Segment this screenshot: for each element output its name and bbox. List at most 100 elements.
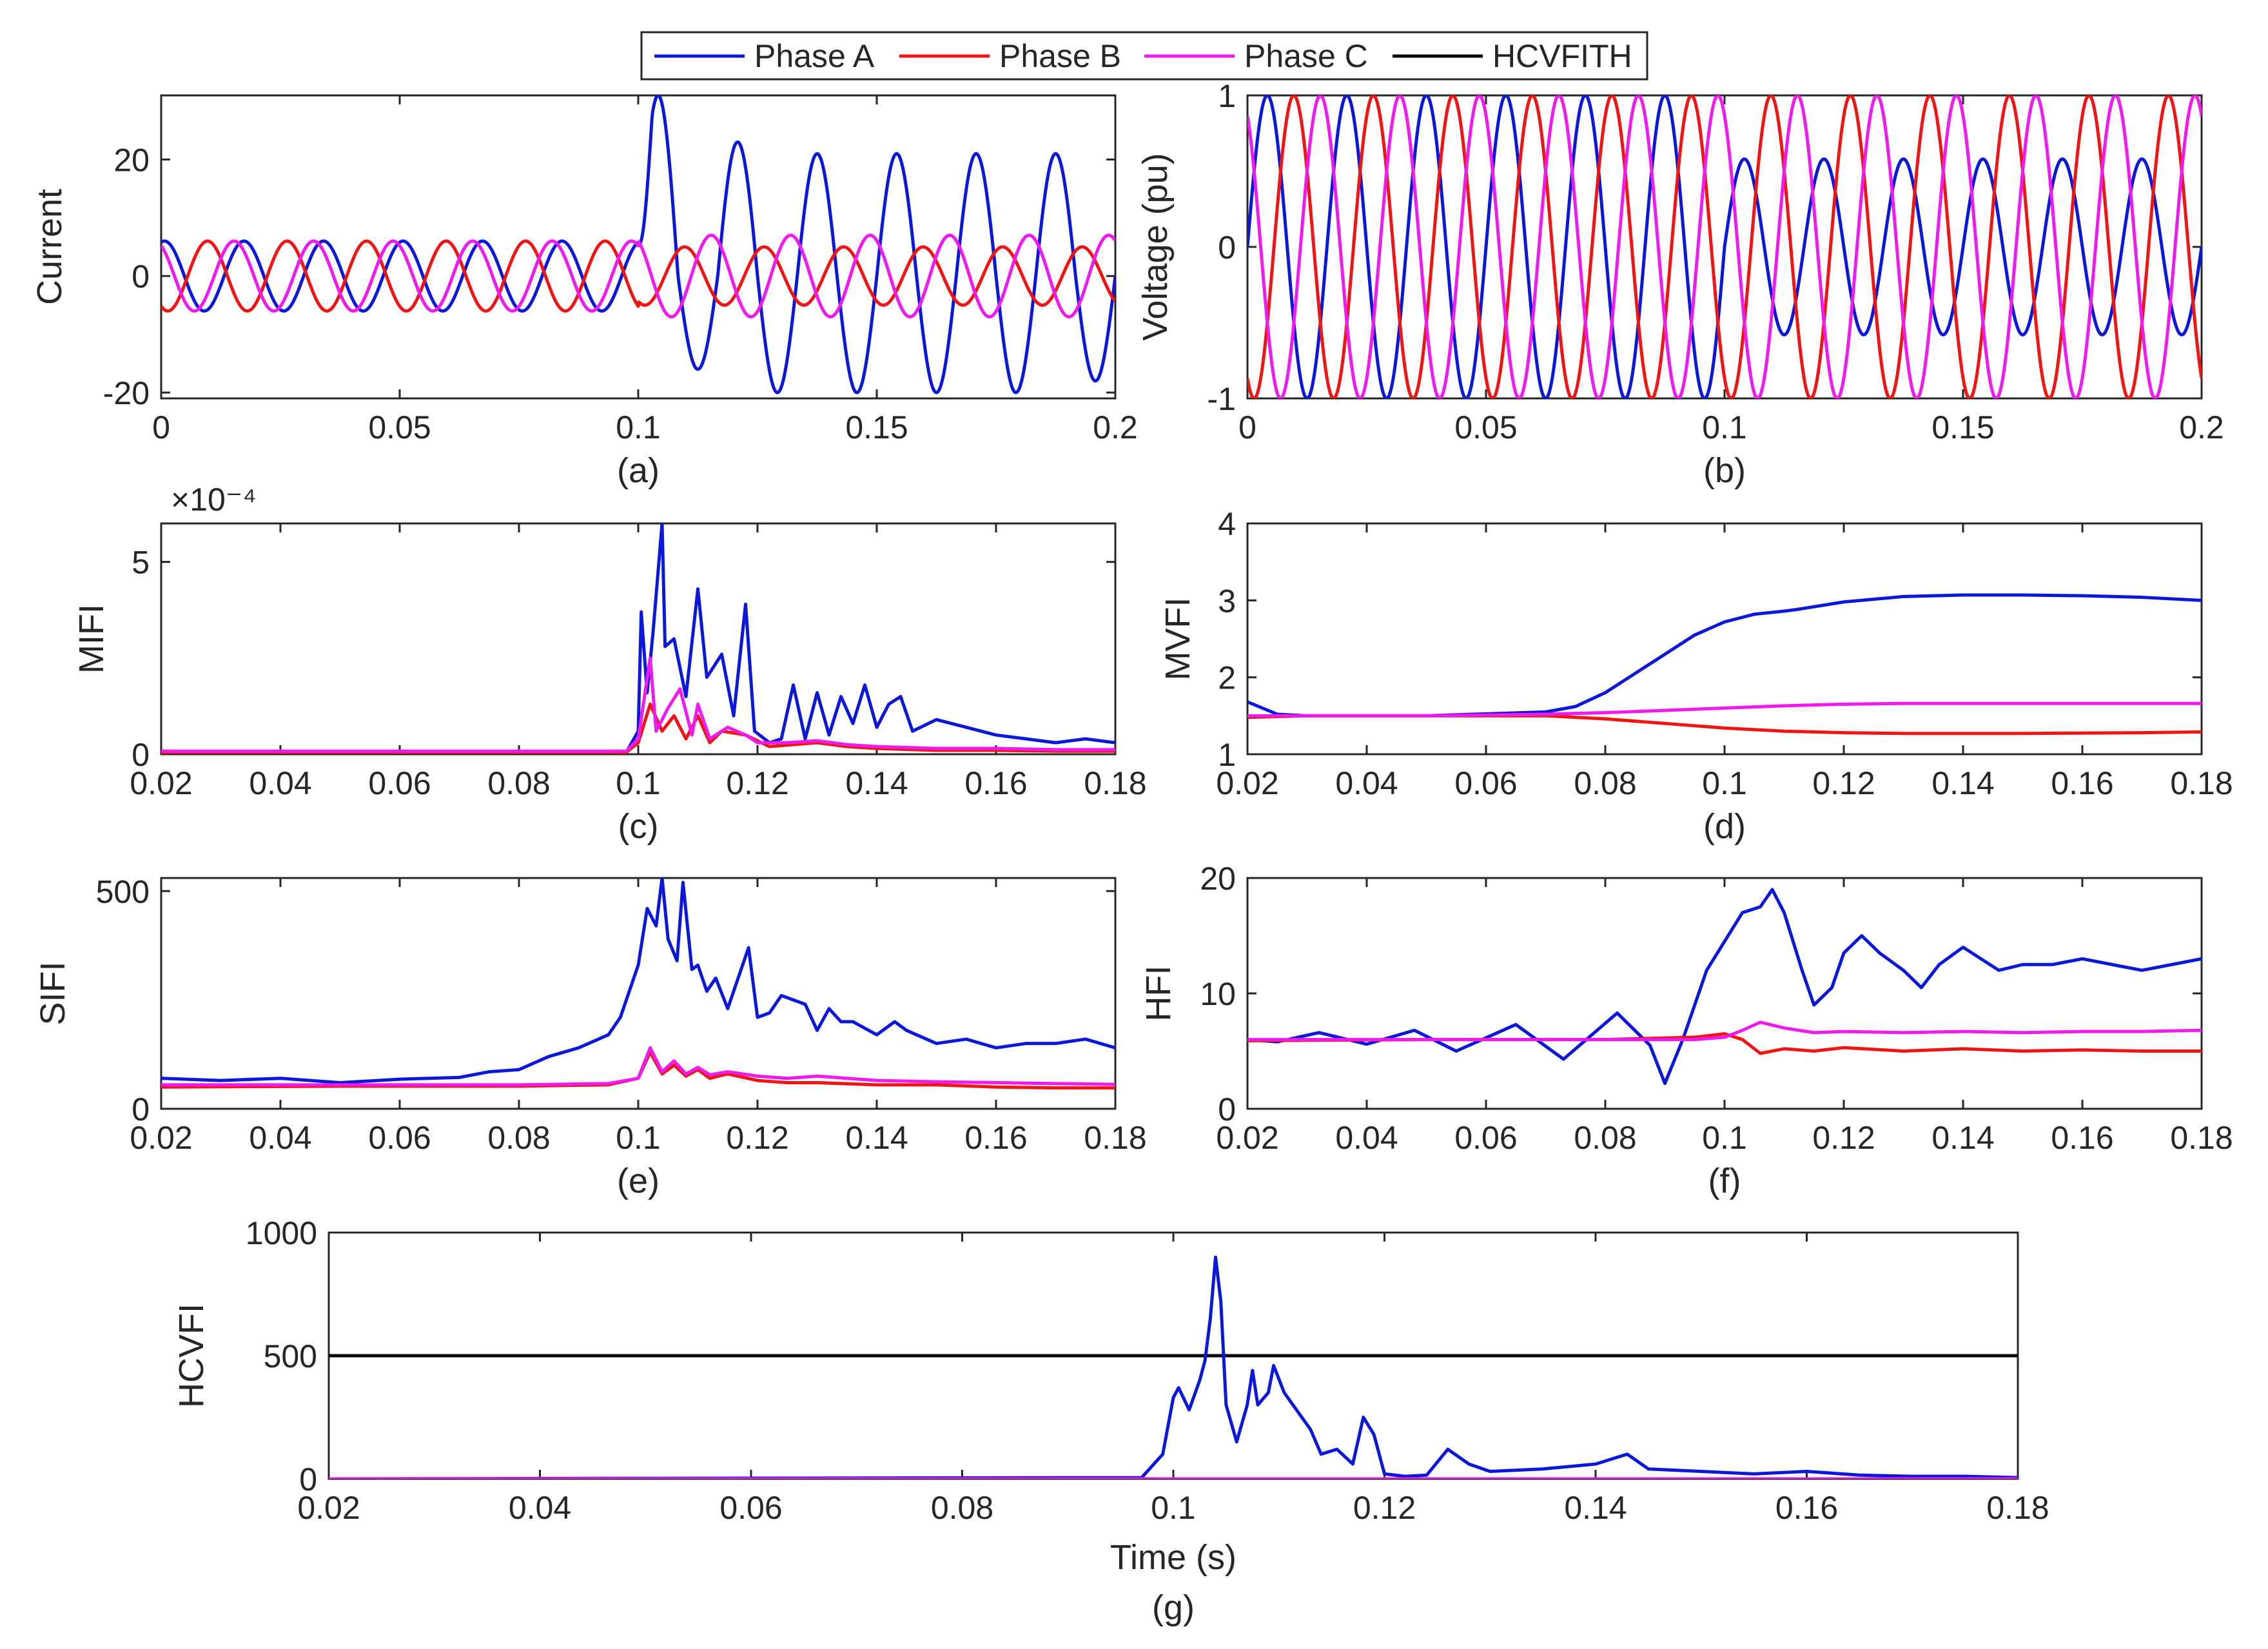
chart-panel-d: 0.02 0.04 0.06 0.08 0.1 0.12 0.14 0.16 0.18 1 2 3 4 M… [1158,506,2233,846]
x-tick-label-g: 0.14 [1564,1490,1627,1526]
x-tick-label-g: 0.02 [297,1490,360,1526]
y-tick-label-c: 0 [132,737,150,773]
chart-panel-g: 0.02 0.04 0.06 0.08 0.1 0.12 0.14 0.16 0.18 0 500 1… [172,1215,2049,1627]
x-tick-label-c: 0.16 [964,765,1027,801]
series-line-a-phase-c [161,233,1115,318]
chart-panel-e: 0.02 0.04 0.06 0.08 0.1 0.12 0.14 0.16 0.18 0 500 S… [34,873,1147,1200]
y-axis-label-a: Current [30,189,69,305]
x-tick-label-e: 0.1 [616,1120,661,1156]
series-line-e-phase-c [161,1046,1115,1087]
x-tick-label-f: 0.16 [2051,1120,2113,1156]
chart-panel-f: 0.02 0.04 0.06 0.08 0.1 0.12 0.14 0.16 0.18 0 10 20… [1139,861,2233,1200]
y-tick-label-d: 2 [1218,660,1236,696]
x-tick-label-d: 0.1 [1702,765,1747,801]
series-line-c-phase-a [161,523,1115,754]
legend-label-hcvfith: HCVFITH [1492,38,1632,74]
legend-label-phase-a: Phase A [754,38,875,74]
y-tick-label-a: 20 [113,142,150,178]
x-tick-label-g: 0.12 [1353,1490,1416,1526]
x-tick-label-a: 0.05 [368,409,431,445]
x-tick-label-c: 0.04 [249,765,311,801]
x-tick-label-g: 0.06 [719,1490,782,1526]
chart-panel-c: 0.02 0.04 0.06 0.08 0.1 0.12 0.14 0.16 0.18 0 5 MIF… [72,482,1147,846]
x-tick-label-c: 0.12 [726,765,788,801]
legend: Phase A Phase B Phase C HCVFITH [640,31,1648,81]
x-tick-label-f: 0.12 [1812,1120,1875,1156]
y-tick-label-g: 1000 [246,1215,317,1251]
series-line-d-phase-b [1247,714,2202,736]
x-tick-label-a: 0.1 [616,409,661,445]
x-tick-label-b: 0.15 [1931,409,1994,445]
x-tick-label-d: 0.16 [2051,765,2113,801]
x-tick-label-f: 0.02 [1216,1120,1278,1156]
y-tick-label-e: 0 [132,1091,150,1127]
axes-box-d [1246,522,2203,756]
x-tick-label-b: 0.05 [1454,409,1517,445]
y-tick-label-e: 500 [96,873,150,910]
y-tick-label-d: 3 [1218,583,1236,619]
x-tick-label-d: 0.08 [1574,765,1636,801]
y-tick-label-d: 1 [1218,737,1236,773]
axes-box-f [1246,877,2203,1110]
x-tick-label-e: 0.08 [487,1120,550,1156]
y-tick-label-f: 0 [1218,1091,1236,1127]
series-line-d-phase-a [1247,593,2202,717]
y-tick-label-c: 5 [132,545,150,581]
y-axis-label-e: SIFI [34,961,72,1025]
series-line-g-phase-a [329,1255,2018,1479]
y-tick-label-a: 0 [132,259,150,295]
x-tick-label-d: 0.14 [1931,765,1994,801]
y-tick-label-b: -1 [1207,381,1236,417]
x-tick-label-e: 0.04 [249,1120,311,1156]
x-tick-label-g: 0.1 [1151,1490,1196,1526]
panel-label-d: (d) [1703,807,1746,846]
x-tick-label-d: 0.12 [1812,765,1875,801]
series-line-f-phase-c [1247,1020,2202,1042]
x-tick-label-a: 0.15 [845,409,908,445]
y-tick-label-g: 500 [264,1338,317,1374]
x-tick-label-e: 0.06 [368,1120,431,1156]
x-tick-label-c: 0.08 [487,765,550,801]
y-axis-label-g: HCVFI [172,1303,211,1408]
y-axis-label-b: Voltage (pu) [1136,153,1175,340]
x-axis-label-g: Time (s) [1110,1538,1237,1577]
x-tick-label-g: 0.18 [1986,1490,2049,1526]
x-tick-label-b: 0 [1238,409,1256,445]
x-tick-label-d: 0.18 [2170,765,2233,801]
x-tick-label-c: 0.1 [616,765,661,801]
y-tick-label-b: 0 [1218,229,1236,266]
series-line-f-phase-a [1247,888,2202,1086]
panel-label-b: (b) [1703,451,1746,490]
x-tick-label-c: 0.18 [1084,765,1146,801]
y-axis-label-f: HFI [1139,966,1178,1022]
x-tick-label-d: 0.04 [1335,765,1398,801]
x-tick-label-f: 0.04 [1335,1120,1398,1156]
x-tick-label-c: 0.14 [845,765,908,801]
y-tick-label-f: 10 [1200,976,1236,1012]
legend-label-phase-b: Phase B [999,38,1121,74]
series-line-c-phase-c [161,656,1115,753]
panel-label-a: (a) [617,451,660,490]
x-tick-label-f: 0.14 [1931,1120,1994,1156]
x-tick-label-f: 0.18 [2170,1120,2233,1156]
series-line-b-phase-c [1247,95,2202,398]
x-tick-label-f: 0.06 [1454,1120,1517,1156]
y-tick-label-g: 0 [299,1461,317,1498]
series-line-b-phase-b [1247,95,2202,398]
x-tick-label-e: 0.14 [845,1120,908,1156]
legend-label-phase-c: Phase C [1244,38,1368,74]
x-tick-label-g: 0.16 [1775,1490,1838,1526]
y-tick-label-f: 20 [1200,861,1236,897]
x-tick-label-d: 0.06 [1454,765,1517,801]
x-tick-label-f: 0.1 [1702,1120,1747,1156]
y-tick-label-b: 1 [1218,78,1236,114]
x-tick-label-g: 0.04 [509,1490,571,1526]
panel-label-e: (e) [617,1162,660,1200]
y-axis-label-c: MIFI [72,604,111,674]
series-line-a-phase-b [161,239,1115,313]
x-tick-label-b: 0.2 [2179,409,2224,445]
x-tick-label-b: 0.1 [1702,409,1747,445]
y-tick-label-a: -20 [103,375,150,411]
